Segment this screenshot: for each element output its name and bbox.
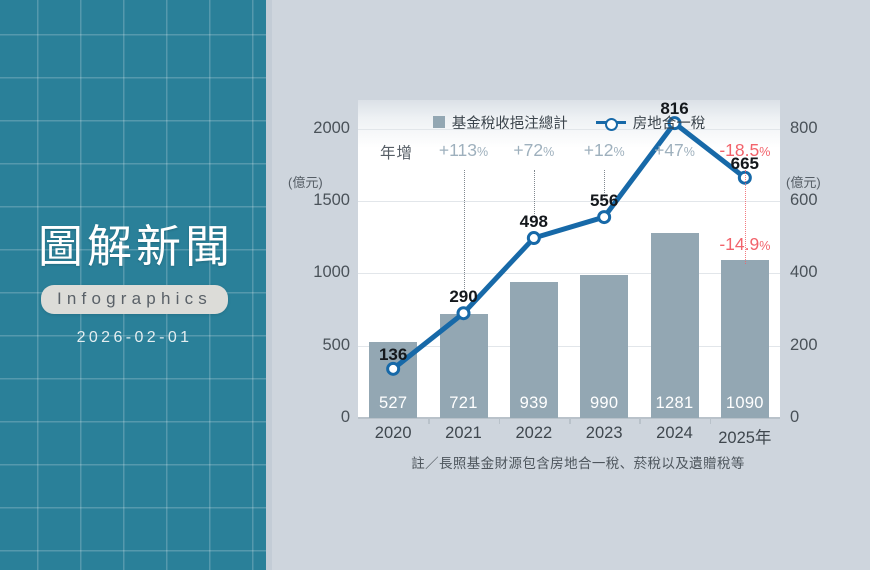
brand-panel-edge	[266, 0, 272, 570]
growth-number: +72	[513, 140, 544, 160]
line-data-point[interactable]	[456, 306, 471, 321]
line-data-point[interactable]	[526, 231, 541, 246]
growth-value: +72%	[513, 140, 554, 161]
x-axis-label: 2020	[374, 424, 412, 442]
right-axis-unit: (億元)	[786, 175, 821, 190]
growth-value: +12%	[584, 140, 625, 161]
gridline	[358, 201, 780, 203]
bar[interactable]: 721	[439, 313, 488, 418]
x-axis-labels: 2020 2021 2022 2023 2024 2025年	[358, 419, 780, 448]
line-value-label: 498	[519, 212, 549, 232]
growth-number: -18.5	[719, 140, 760, 160]
left-axis-tick: 500	[322, 335, 350, 354]
left-axis-tick: 1500	[313, 191, 350, 210]
bar-value-label: 1281	[655, 394, 694, 412]
x-axis-tick	[639, 419, 641, 424]
line-value-label: 136	[378, 344, 408, 364]
legend-label: 基金稅收挹注總計	[451, 115, 568, 132]
bar-growth-value: -14.9%	[719, 234, 770, 255]
x-axis-tick	[709, 419, 712, 424]
left-axis-tick: 0	[340, 408, 350, 426]
bar-value-label: 527	[378, 394, 408, 412]
bar[interactable]: 990	[580, 274, 629, 418]
bar-value-label: 939	[519, 394, 549, 412]
bar-value-label: 990	[589, 394, 619, 412]
line-data-point[interactable]	[597, 210, 612, 225]
growth-annotation-row: 年增 +113% +72% +12% +47% -18.5%	[358, 140, 780, 164]
brand-date: 2026-02-01	[76, 328, 193, 346]
percent-sign: %	[477, 145, 489, 159]
chart-container: 527 721 939 990 1281 1090 基金稅收挹注總計 房地合一稅 年增 +1…	[266, 0, 870, 570]
legend-item-bar-series[interactable]: 基金稅收挹注總計	[432, 112, 568, 133]
bar-value-label: 721	[449, 394, 478, 412]
bar[interactable]: 939	[509, 282, 558, 418]
x-axis-label: 2025年	[718, 429, 772, 447]
growth-number: +113	[438, 140, 477, 160]
line-data-point[interactable]	[667, 116, 682, 131]
bar-value-label: 1090	[725, 394, 764, 412]
growth-value: -18.5%	[719, 140, 770, 161]
annotation-connector	[463, 170, 465, 294]
legend-item-line-series[interactable]: 房地合一稅	[595, 112, 706, 133]
legend-label: 房地合一稅	[632, 115, 706, 132]
bar-growth-number: -14.9	[719, 234, 760, 255]
line-data-point[interactable]	[386, 361, 401, 376]
annotation-connector	[533, 170, 535, 219]
square-swatch-icon	[432, 116, 445, 128]
gridline	[358, 345, 780, 347]
growth-value: +113%	[439, 140, 488, 161]
x-axis-label: 2022	[515, 424, 553, 442]
line-value-label: 665	[730, 153, 760, 173]
right-axis-tick: 200	[790, 335, 818, 354]
bar[interactable]: 1090	[720, 260, 769, 418]
percent-sign: %	[683, 145, 695, 159]
line-value-label: 556	[589, 191, 619, 211]
x-axis-line	[358, 417, 780, 419]
right-axis-tick: 800	[790, 118, 818, 137]
right-axis-tick: 400	[790, 263, 818, 282]
right-axis-tick: 0	[790, 408, 800, 426]
percent-sign: %	[613, 145, 625, 159]
gridline	[358, 418, 780, 419]
percent-sign: %	[759, 239, 771, 254]
percent-sign: %	[543, 145, 555, 159]
growth-number: +47	[654, 140, 684, 160]
x-axis-tick	[498, 419, 501, 424]
gridline	[358, 273, 780, 275]
left-axis-tick: 1000	[313, 263, 350, 282]
brand-content: 圖解新聞 Infographics 2026-02-01	[0, 0, 266, 570]
x-axis-tick	[569, 419, 571, 424]
x-axis-label: 2023	[585, 424, 623, 442]
right-axis-tick: 600	[790, 191, 818, 210]
x-axis-tick	[428, 419, 430, 424]
growth-number: +12	[583, 140, 614, 160]
left-axis-tick: 2000	[313, 118, 350, 137]
brand-badge: Infographics	[40, 284, 228, 314]
chart-legend: 基金稅收挹注總計 房地合一稅	[358, 110, 780, 134]
growth-row-label: 年增	[380, 145, 414, 162]
line-marker-icon	[595, 116, 626, 131]
plot-area: 527 721 939 990 1281 1090	[358, 100, 780, 419]
percent-sign: %	[759, 145, 771, 159]
bar[interactable]: 1281	[650, 232, 699, 418]
annotation-connector	[604, 170, 606, 198]
annotation-connector	[744, 170, 746, 265]
line-series-svg	[386, 116, 752, 376]
gridline	[358, 128, 780, 130]
left-axis-unit: (億元)	[288, 175, 323, 190]
growth-value: +47%	[654, 140, 695, 161]
x-axis-label: 2024	[656, 424, 693, 442]
line-value-label: 290	[449, 287, 478, 307]
chart-footnote: 註／長照基金財源包含房地合一稅、菸稅以及遺贈稅等	[411, 456, 745, 471]
line-value-label: 816	[660, 99, 689, 119]
brand-title: 圖解新聞	[37, 220, 234, 272]
x-axis-label: 2021	[445, 424, 482, 442]
